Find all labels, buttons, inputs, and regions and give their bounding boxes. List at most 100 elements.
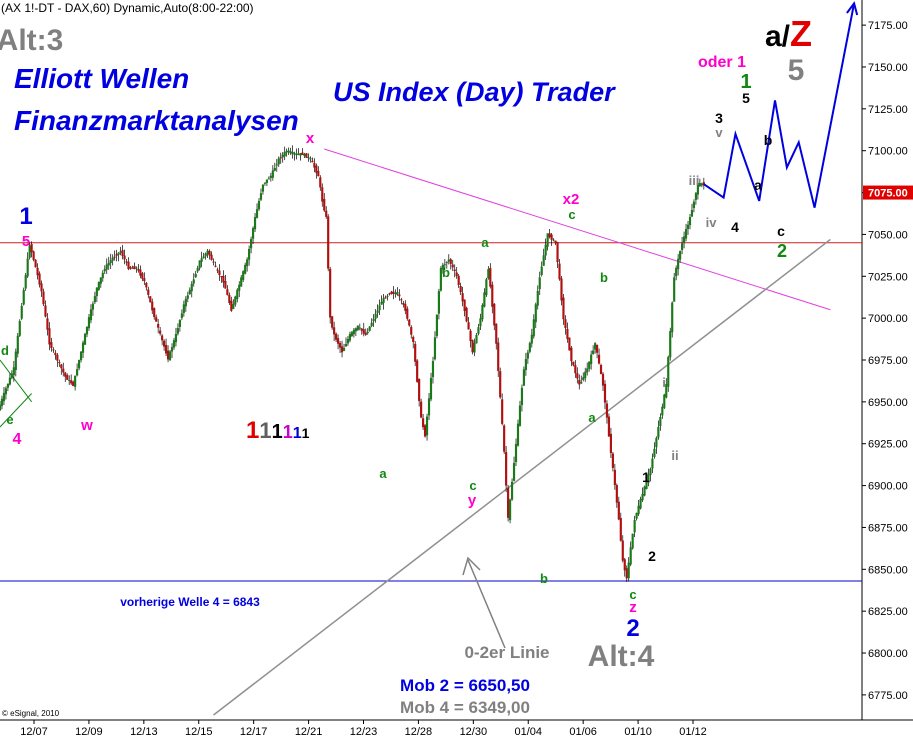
candle-body — [655, 437, 658, 448]
candle-body — [582, 377, 585, 380]
candle-body — [609, 433, 613, 453]
candle-body — [447, 259, 450, 262]
candle-body — [483, 292, 486, 307]
candle-body — [321, 187, 324, 202]
counter-1: 1 — [246, 417, 259, 444]
candle-body — [216, 269, 219, 271]
candle-body — [248, 248, 251, 260]
wave-label: e — [6, 412, 13, 427]
wave-label: v — [715, 125, 723, 140]
candle-body — [465, 307, 468, 322]
candle-body — [2, 392, 6, 402]
current-price-box — [863, 185, 913, 200]
wave-counter: 111111 — [246, 417, 310, 444]
candle-body — [200, 258, 203, 262]
candle-body — [76, 369, 79, 376]
candle-body — [117, 252, 120, 255]
wave-label: w — [80, 417, 93, 434]
x-tick-label: 12/07 — [20, 726, 48, 738]
x-tick-label: 12/21 — [295, 726, 323, 738]
candle-body — [91, 303, 95, 310]
candle-body — [372, 318, 375, 322]
x-tick-label: 01/10 — [624, 726, 652, 738]
candle-body — [356, 325, 359, 330]
candle-body — [700, 183, 703, 186]
candle-body — [501, 399, 504, 424]
candle-body — [348, 334, 352, 341]
candle-body — [16, 335, 19, 354]
candle-body — [384, 297, 387, 299]
wave-label: 2 — [626, 615, 639, 642]
candle-body — [257, 200, 261, 210]
candle-body — [588, 361, 591, 369]
candle-body — [279, 157, 282, 159]
y-tick-label: 6875.00 — [868, 522, 908, 534]
candle-body — [109, 260, 112, 264]
candle-body — [368, 326, 371, 331]
candle-body — [657, 426, 660, 438]
candle-body — [627, 562, 630, 579]
wave-label: a — [588, 410, 596, 425]
candle-body — [645, 480, 648, 489]
candle-body — [226, 289, 229, 296]
x-tick-label: 01/06 — [569, 726, 597, 738]
candle-body — [481, 304, 484, 320]
candle-body — [463, 299, 466, 311]
candle-body — [530, 334, 533, 344]
candle-body — [85, 326, 89, 335]
candle-body — [491, 284, 494, 307]
candle-body — [275, 164, 278, 166]
candle-body — [214, 265, 217, 267]
candle-body — [702, 182, 705, 186]
candle-body — [677, 258, 680, 270]
candle-body — [87, 317, 91, 329]
candle-body — [62, 368, 65, 373]
candle-body — [344, 343, 348, 347]
candle-body — [696, 182, 699, 195]
candle-body — [137, 269, 140, 271]
candle-body — [578, 379, 581, 385]
wave-label: d — [1, 343, 9, 358]
candle-body — [358, 327, 361, 329]
y-axis: 6775.00 6800.00 6825.00 6850.00 6875.00 6900.… — [862, 20, 913, 702]
candle-body — [149, 296, 152, 303]
candle-body — [8, 377, 11, 385]
candle-body — [319, 177, 322, 188]
candle-body — [544, 244, 547, 256]
candle-body — [12, 367, 15, 376]
candle-body — [89, 309, 93, 321]
candle-body — [198, 260, 201, 269]
candle-body — [325, 210, 328, 217]
y-tick-label: 6775.00 — [868, 690, 908, 702]
candle-body — [52, 349, 55, 351]
candle-body — [586, 368, 589, 373]
candle-body — [651, 458, 654, 469]
candle-body — [570, 347, 573, 362]
channel-line — [0, 393, 32, 428]
x-tick-label: 12/13 — [130, 726, 158, 738]
candle-body — [402, 302, 405, 305]
candle-body — [479, 318, 482, 327]
wave-label: b — [540, 571, 548, 586]
candle-body — [566, 328, 569, 339]
candle-body — [503, 425, 506, 452]
candle-body — [370, 322, 373, 326]
candle-body — [331, 316, 334, 328]
candle-body — [166, 350, 170, 360]
x-tick-label: 12/28 — [405, 726, 433, 738]
candle-body — [131, 267, 134, 269]
candle-body — [649, 468, 652, 476]
symbol-header: (AX 1!-DT - DAX,60) Dynamic,Auto(8:00-22… — [1, 1, 254, 15]
candle-body — [637, 505, 640, 515]
candle-body — [366, 331, 369, 334]
candle-body — [661, 406, 664, 416]
candle-body — [271, 170, 274, 178]
candle-body — [615, 485, 618, 503]
candle-body — [542, 255, 545, 266]
candle-body — [202, 256, 205, 259]
candle-body — [560, 278, 563, 301]
candle-body — [354, 328, 357, 332]
candle-body — [679, 251, 682, 260]
candle-body — [653, 448, 656, 457]
